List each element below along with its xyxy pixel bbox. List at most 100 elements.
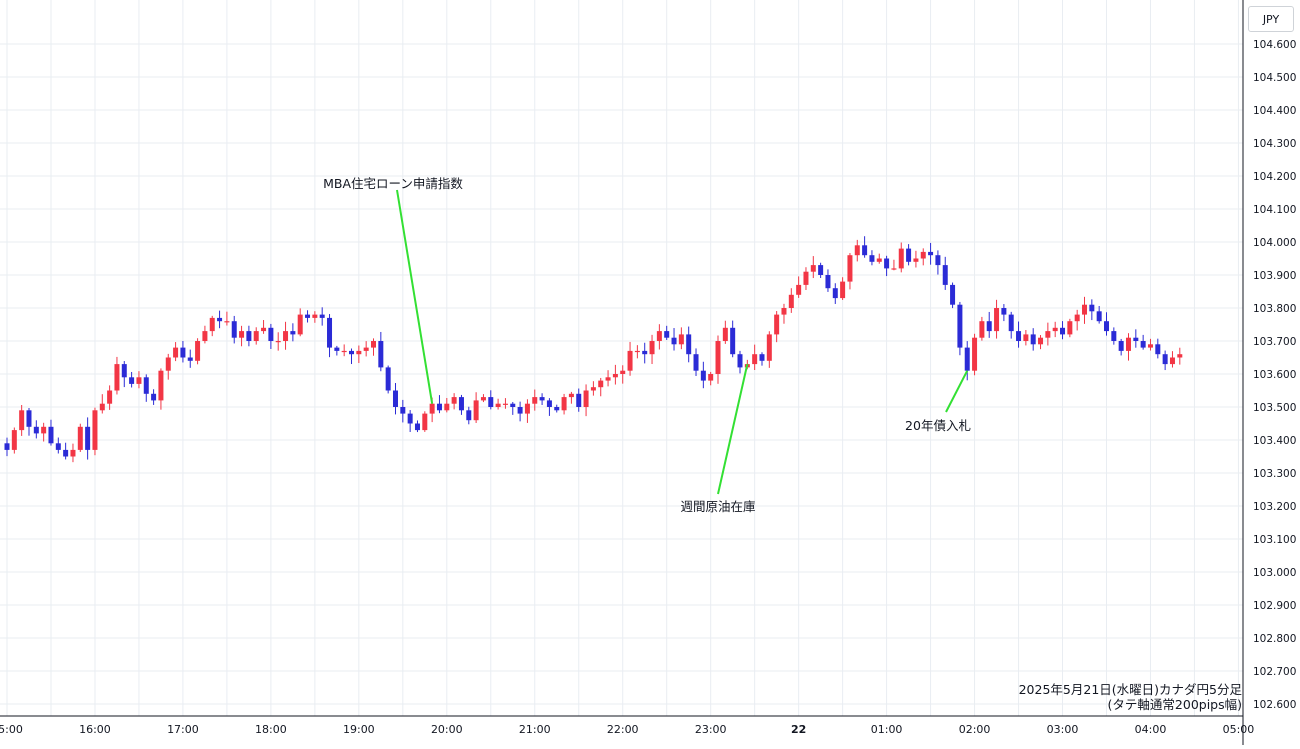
y-tick-label: 104.500: [1253, 72, 1296, 84]
candle-body: [121, 364, 127, 378]
candle: [1147, 338, 1153, 351]
candle-body: [671, 337, 677, 345]
candle: [363, 341, 369, 357]
candle-body: [686, 334, 692, 355]
candle-body: [1001, 308, 1007, 315]
candle-body: [19, 410, 25, 431]
candle: [99, 394, 105, 414]
currency-label[interactable]: JPY: [1248, 6, 1294, 32]
candle: [532, 389, 538, 411]
candle-body: [898, 248, 904, 269]
candle: [957, 301, 963, 356]
candle: [994, 299, 1000, 339]
candle: [407, 410, 413, 433]
y-tick-label: 103.300: [1253, 468, 1296, 480]
caption-line-2: (タテ軸通常200pips幅): [1107, 697, 1242, 712]
candle-body: [202, 331, 208, 341]
candle: [869, 250, 875, 266]
candle-body: [217, 317, 223, 322]
candle-body: [678, 334, 684, 345]
candle: [759, 352, 765, 366]
candles: [4, 236, 1183, 463]
candle: [546, 398, 552, 416]
candle-body: [620, 370, 626, 374]
candle-body: [788, 294, 794, 308]
candle: [810, 256, 816, 279]
candle: [444, 397, 450, 413]
candle-body: [568, 393, 574, 398]
annotation: MBA住宅ローン申請指数: [323, 176, 463, 404]
candle-body: [158, 370, 164, 401]
candle: [693, 348, 699, 377]
candle-body: [546, 400, 552, 407]
candle: [950, 282, 956, 309]
candle-body: [649, 341, 655, 355]
candle-body: [766, 334, 772, 361]
candle-body: [378, 341, 384, 368]
candle: [1038, 335, 1044, 350]
candle: [979, 316, 985, 341]
candle-body: [495, 403, 501, 407]
candle-body: [752, 354, 758, 365]
candle-body: [627, 350, 633, 371]
candle-body: [737, 354, 743, 368]
candle-body: [422, 413, 428, 431]
candle-body: [810, 265, 816, 272]
y-tick-label: 103.900: [1253, 270, 1296, 282]
candle-body: [554, 407, 560, 411]
candle-body: [480, 397, 486, 401]
candle: [77, 423, 83, 452]
y-tick-label: 103.700: [1253, 336, 1296, 348]
grid: [0, 0, 1243, 716]
candle: [796, 276, 802, 298]
candle: [1096, 306, 1102, 324]
candle-body: [1169, 357, 1175, 365]
candle-body: [1162, 354, 1168, 365]
candle: [253, 327, 259, 345]
candle-body: [920, 251, 926, 259]
x-tick-label: 19:00: [343, 723, 375, 736]
candle: [832, 283, 838, 304]
candle-body: [928, 251, 934, 256]
candle: [217, 310, 223, 329]
candle: [1118, 338, 1124, 356]
candle: [847, 253, 853, 290]
annotation-label: MBA住宅ローン申請指数: [323, 176, 463, 191]
candle-body: [451, 397, 457, 404]
candle-body: [913, 258, 919, 262]
candle: [1133, 329, 1139, 348]
candle: [678, 327, 684, 350]
candle: [1023, 329, 1029, 346]
candle: [400, 399, 406, 423]
candle-body: [1111, 331, 1117, 341]
candle: [422, 411, 428, 432]
candle-body: [129, 377, 135, 384]
candle: [539, 393, 545, 406]
y-tick-label: 102.600: [1253, 699, 1296, 711]
candle-body: [1133, 337, 1139, 341]
candle: [114, 356, 120, 395]
candle-body: [356, 350, 362, 355]
x-tick-label: 03:00: [1047, 723, 1079, 736]
candle: [239, 325, 245, 347]
candle-body: [341, 350, 347, 353]
candle: [1067, 318, 1073, 338]
candle: [862, 236, 868, 258]
y-tick-label: 104.100: [1253, 204, 1296, 216]
candle-body: [407, 413, 413, 424]
candle-body: [180, 347, 186, 358]
candle: [605, 370, 611, 387]
y-tick-label: 104.600: [1253, 39, 1296, 51]
candle-body: [664, 331, 670, 338]
candle: [1104, 312, 1109, 336]
candle: [715, 335, 721, 384]
caption-line-1: 2025年5月21日(水曜日)カナダ円5分足: [1018, 682, 1242, 697]
candle-body: [429, 403, 435, 414]
candle: [1016, 321, 1022, 348]
y-tick-label: 104.000: [1253, 237, 1296, 249]
candle-body: [85, 426, 91, 450]
candle: [642, 342, 648, 364]
candle-body: [466, 410, 472, 421]
x-tick-label: 23:00: [695, 723, 727, 736]
